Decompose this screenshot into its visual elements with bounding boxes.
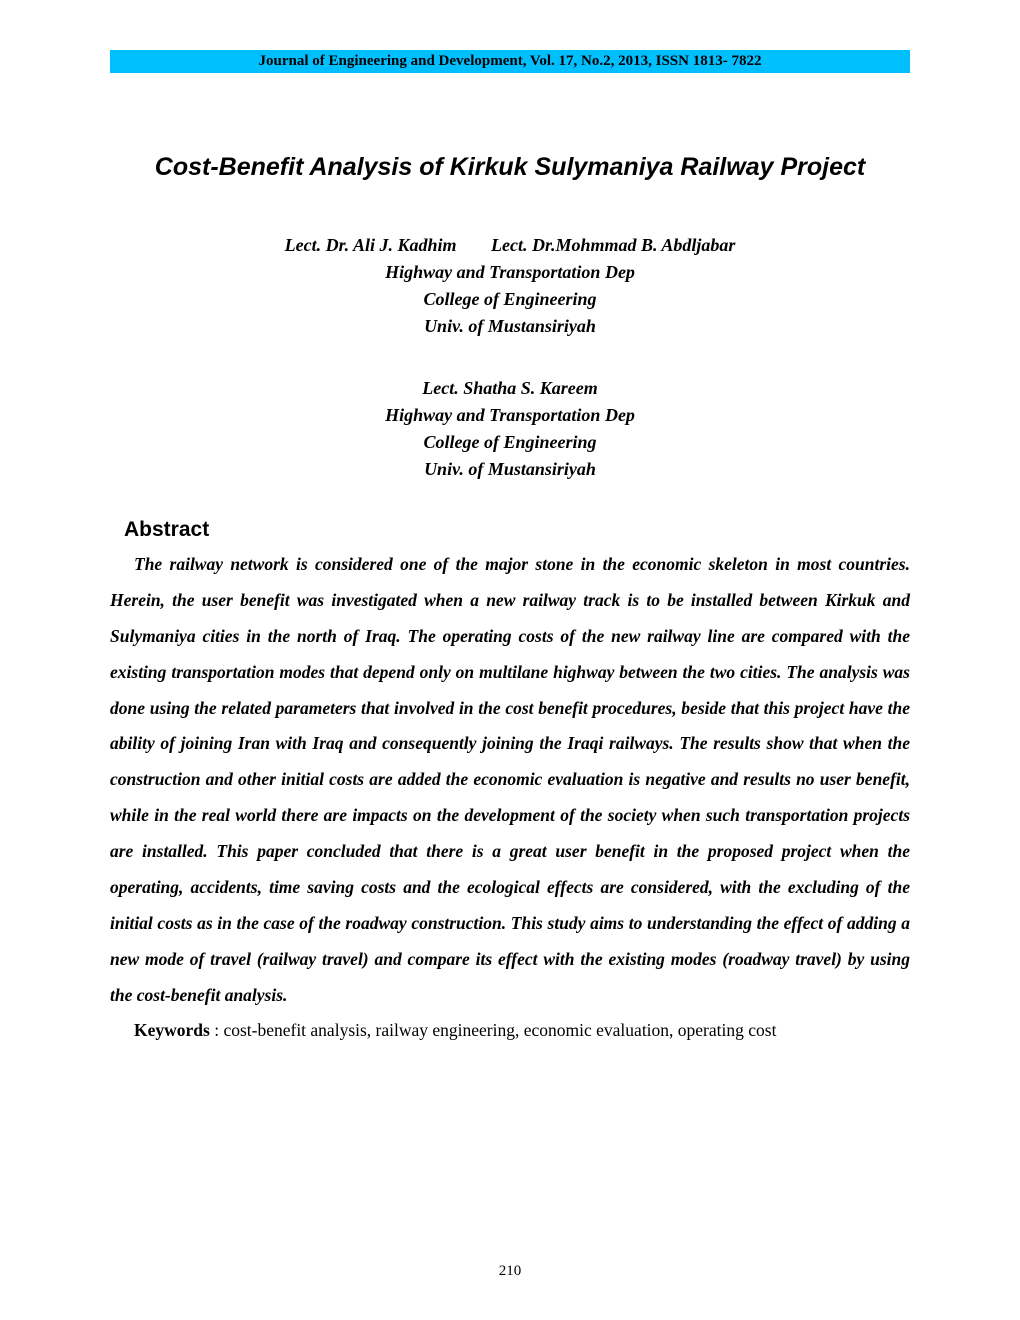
authors-block-2: Lect. Shatha S. Kareem Highway and Trans…	[110, 375, 910, 483]
department-1: Highway and Transportation Dep	[110, 259, 910, 286]
abstract-text: The railway network is considered one of…	[110, 547, 910, 1013]
college-2: College of Engineering	[110, 429, 910, 456]
college-1: College of Engineering	[110, 286, 910, 313]
authors-block-1: Lect. Dr. Ali J. Kadhim Lect. Dr.Mohmmad…	[110, 232, 910, 340]
paper-title: Cost-Benefit Analysis of Kirkuk Sulymani…	[110, 153, 910, 182]
university-1: Univ. of Mustansiriyah	[110, 313, 910, 340]
journal-header: Journal of Engineering and Development, …	[110, 50, 910, 73]
keywords-line: Keywords : cost-benefit analysis, railwa…	[110, 1013, 910, 1049]
university-2: Univ. of Mustansiriyah	[110, 456, 910, 483]
keywords-label: Keywords	[134, 1020, 210, 1040]
abstract-heading: Abstract	[124, 518, 910, 542]
department-2: Highway and Transportation Dep	[110, 402, 910, 429]
author-1: Lect. Dr. Ali J. Kadhim	[285, 232, 457, 259]
author-3: Lect. Shatha S. Kareem	[110, 375, 910, 402]
page-number: 210	[0, 1263, 1020, 1280]
author-2: Lect. Dr.Mohmmad B. Abdljabar	[491, 232, 735, 259]
keywords-text: : cost-benefit analysis, railway enginee…	[210, 1020, 777, 1040]
